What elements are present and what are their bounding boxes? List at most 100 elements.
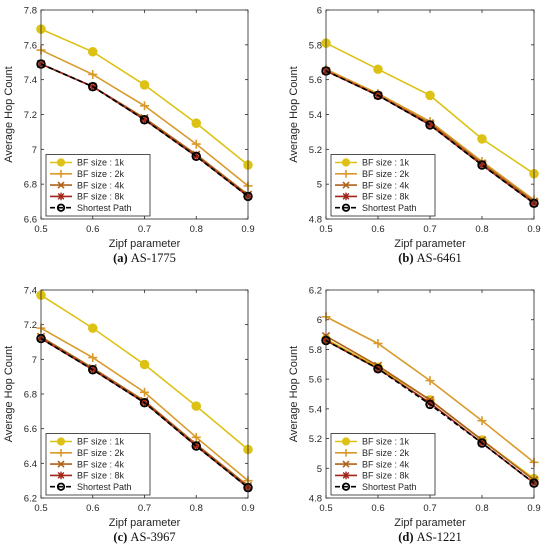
y-axis-label: Average Hop Count (288, 66, 300, 162)
caption-text: AS-1775 (131, 251, 176, 265)
legend-item: BF size : 2k (335, 169, 410, 179)
caption-label: (a) (113, 251, 131, 265)
y-axis-label: Average Hop Count (288, 346, 300, 442)
y-tick-label: 6.8 (24, 180, 37, 191)
legend-item: BF size : 2k (335, 448, 410, 458)
legend-label: BF size : 2k (77, 448, 125, 458)
x-tick-label: 0.9 (527, 224, 540, 235)
legend-label: BF size : 8k (362, 471, 410, 481)
x-tick-label: 0.6 (371, 224, 384, 235)
x-tick-label: 0.9 (527, 503, 540, 514)
legend-swatch-marker (342, 471, 350, 480)
y-tick-label: 5.6 (309, 375, 322, 386)
data-point (88, 81, 98, 92)
x-axis-label: Zipf parameter (109, 238, 181, 250)
legend-label: Shortest Path (362, 203, 417, 213)
data-point (139, 397, 150, 408)
legend-swatch-marker (57, 460, 65, 468)
caption-text: AS-3967 (130, 530, 175, 544)
x-tick-label: 0.6 (371, 503, 384, 514)
caption-label: (d) (398, 530, 416, 544)
chart-panel-a: 0.5 0.6 0.7 0.8 0.9 6.6 6.8 7 7.2 7.4 7.6 7.8 Zipf p… (3, 6, 255, 266)
series-line (325, 70, 535, 205)
y-tick-label: 5.4 (309, 404, 322, 415)
legend-item: Shortest Path (335, 203, 417, 213)
x-axis-label: Zipf parameter (109, 517, 181, 529)
legend-label: BF size : 2k (362, 448, 410, 458)
plot-frame (40, 289, 249, 499)
series-line (40, 63, 249, 198)
legend-swatch-marker (342, 170, 350, 178)
legend-item: Shortest Path (50, 203, 132, 213)
legend-label: BF size : 4k (77, 180, 125, 190)
legend-swatch-marker (56, 437, 66, 446)
legend-label: Shortest Path (77, 482, 132, 492)
legend-swatch-marker (56, 203, 66, 212)
y-tick-label: 7.4 (24, 75, 37, 86)
caption-text: AS-6461 (417, 251, 462, 265)
y-tick-label: 5 (317, 180, 322, 191)
data-point (140, 115, 149, 125)
data-point (425, 399, 435, 410)
data-point (477, 134, 487, 144)
data-point (139, 115, 150, 125)
x-tick-label: 0.7 (423, 503, 436, 514)
data-point (477, 416, 487, 426)
y-axis-label: Average Hop Count (3, 66, 15, 162)
y-axis-label: Average Hop Count (3, 346, 15, 442)
y-tick-label: 4.8 (309, 494, 322, 505)
data-point (425, 90, 435, 101)
data-point (139, 80, 150, 90)
legend-swatch-marker (342, 460, 350, 468)
data-point (191, 139, 201, 149)
y-tick-label: 7.6 (24, 40, 37, 51)
plot-frame (325, 9, 535, 220)
data-point (191, 151, 201, 162)
data-point (191, 151, 201, 161)
legend-swatch-marker (57, 170, 65, 178)
legend-label: BF size : 2k (362, 169, 410, 179)
data-point (373, 338, 383, 348)
legend-label: BF size : 8k (77, 471, 125, 481)
x-tick-label: 0.6 (86, 503, 99, 514)
y-tick-label: 5.2 (309, 434, 322, 445)
legend-label: BF size : 8k (362, 192, 410, 202)
legend-item: BF size : 1k (335, 158, 410, 168)
data-point (425, 120, 435, 130)
data-point (425, 376, 435, 386)
legend-swatch-marker (341, 158, 351, 167)
data-point (191, 441, 201, 451)
y-tick-label: 6.4 (24, 459, 37, 470)
plot-frame (325, 289, 535, 499)
legend-item: BF size : 8k (50, 471, 125, 481)
legend-swatch-marker (57, 192, 65, 201)
data-point (191, 432, 201, 442)
panel-caption: (d) AS-1221 (398, 530, 462, 544)
legend-label: Shortest Path (362, 482, 417, 492)
legend-label: BF size : 2k (77, 169, 125, 179)
y-tick-label: 5.4 (309, 110, 322, 121)
legend-item: BF size : 1k (335, 437, 410, 447)
y-tick-label: 7.2 (24, 320, 37, 331)
y-tick-label: 5 (317, 464, 322, 475)
y-tick-label: 5.2 (309, 145, 322, 156)
y-tick-label: 6 (317, 315, 322, 326)
legend-label: BF size : 4k (362, 459, 410, 469)
legend-item: BF size : 2k (50, 448, 125, 458)
data-point (425, 398, 435, 408)
x-tick-label: 0.8 (475, 503, 488, 514)
x-tick-label: 0.5 (319, 503, 332, 514)
legend-label: BF size : 4k (77, 459, 125, 469)
legend-item: BF size : 4k (50, 459, 125, 469)
legend-label: BF size : 1k (77, 158, 125, 168)
data-point (88, 69, 98, 79)
series-line (40, 337, 249, 489)
caption-label: (c) (113, 530, 130, 544)
y-tick-label: 7.4 (24, 286, 37, 297)
x-tick-label: 0.5 (34, 503, 47, 514)
plot-frame (40, 9, 249, 220)
legend-item: BF size : 1k (50, 437, 125, 447)
legend-item: BF size : 4k (335, 180, 410, 190)
